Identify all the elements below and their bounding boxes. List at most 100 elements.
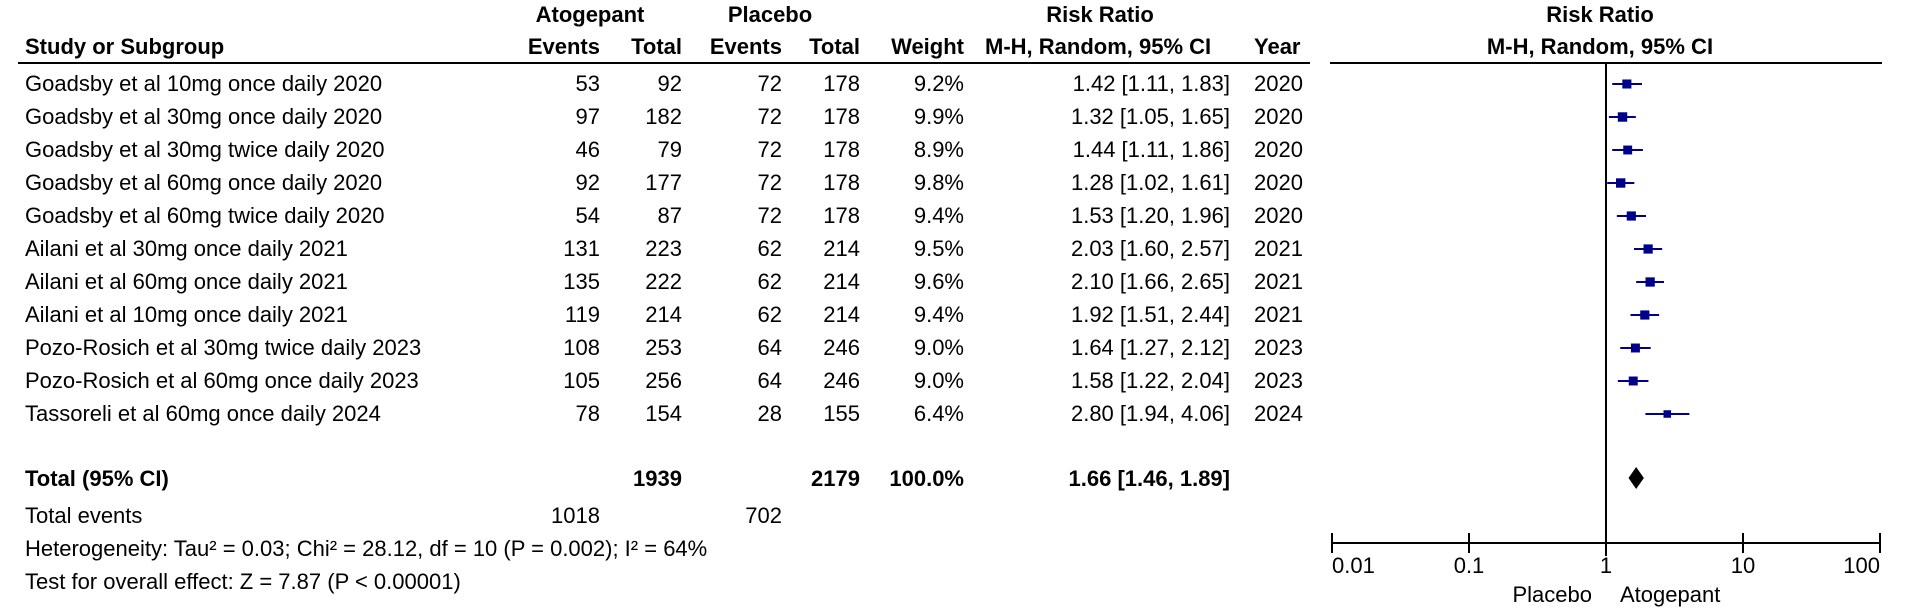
- x-tick-label: 100: [1843, 553, 1880, 578]
- ci-text: 1.28 [1.02, 1.61]: [1070, 170, 1230, 195]
- year: 2021: [1254, 269, 1303, 294]
- group-header-risk-ratio-plot: Risk Ratio: [1546, 2, 1654, 27]
- events-atogepant: 54: [575, 203, 600, 228]
- total-placebo: 178: [823, 71, 860, 96]
- total-atogepant: 154: [645, 401, 682, 426]
- x-tick-label: 0.01: [1332, 553, 1375, 578]
- events-atogepant: 131: [563, 236, 600, 261]
- study-name: Pozo-Rosich et al 60mg once daily 2023: [25, 368, 419, 393]
- year: 2020: [1254, 71, 1303, 96]
- study-name: Tassoreli et al 60mg once daily 2024: [25, 401, 381, 426]
- total-placebo: 155: [823, 401, 860, 426]
- events-placebo: 64: [757, 368, 782, 393]
- ci-text: 1.64 [1.27, 2.12]: [1070, 335, 1230, 360]
- events-atogepant: 46: [575, 137, 600, 162]
- ci-text: 2.10 [1.66, 2.65]: [1070, 269, 1230, 294]
- events-atogepant: 119: [564, 302, 600, 327]
- total-total-placebo: 2179: [811, 466, 860, 491]
- ci-text: 2.80 [1.94, 4.06]: [1070, 401, 1230, 426]
- header-events-placebo: Events: [709, 34, 782, 59]
- favours-placebo-label: Placebo: [1512, 582, 1592, 607]
- total-atogepant: 222: [645, 269, 682, 294]
- events-placebo: 28: [757, 401, 782, 426]
- total-atogepant: 79: [657, 137, 682, 162]
- events-atogepant: 135: [563, 269, 600, 294]
- header-total-atogepant: Total: [631, 34, 682, 59]
- year: 2023: [1254, 335, 1303, 360]
- header-total-placebo: Total: [809, 34, 860, 59]
- overall-effect-text: Test for overall effect: Z = 7.87 (P < 0…: [25, 569, 461, 594]
- events-atogepant: 108: [563, 335, 600, 360]
- group-header-atogepant: Atogepant: [535, 2, 645, 27]
- point-estimate-square: [1628, 376, 1638, 386]
- x-tick-label: 10: [1731, 553, 1755, 578]
- study-name: Goadsby et al 10mg once daily 2020: [25, 71, 383, 96]
- weight: 9.8%: [913, 170, 964, 195]
- weight: 9.0%: [913, 368, 964, 393]
- ci-text: 1.92 [1.51, 2.44]: [1070, 302, 1230, 327]
- year: 2021: [1254, 236, 1303, 261]
- events-atogepant: 78: [575, 401, 600, 426]
- year: 2020: [1254, 203, 1303, 228]
- point-estimate-square: [1643, 244, 1653, 254]
- study-name: Ailani et al 60mg once daily 2021: [25, 269, 348, 294]
- total-events-placebo: 702: [745, 503, 782, 528]
- events-atogepant: 97: [575, 104, 600, 129]
- point-estimate-square: [1617, 112, 1628, 122]
- header-events-atogepant: Events: [527, 34, 600, 59]
- total-atogepant: 177: [645, 170, 682, 195]
- total-atogepant: 87: [657, 203, 682, 228]
- total-atogepant: 92: [657, 71, 682, 96]
- total-label: Total (95% CI): [25, 466, 169, 491]
- total-placebo: 214: [823, 269, 860, 294]
- total-events-label: Total events: [25, 503, 143, 528]
- year: 2020: [1254, 104, 1303, 129]
- ci-text: 2.03 [1.60, 2.57]: [1070, 236, 1230, 261]
- events-atogepant: 105: [563, 368, 600, 393]
- total-placebo: 178: [823, 104, 860, 129]
- ci-text: 1.58 [1.22, 2.04]: [1070, 368, 1230, 393]
- weight: 8.9%: [913, 137, 964, 162]
- weight: 9.6%: [913, 269, 964, 294]
- events-placebo: 62: [757, 302, 782, 327]
- group-header-placebo: Placebo: [727, 2, 813, 27]
- header-method-plot: M-H, Random, 95% CI: [1486, 34, 1714, 59]
- x-tick-label: 1: [1600, 553, 1612, 578]
- study-name: Pozo-Rosich et al 30mg twice daily 2023: [25, 335, 422, 360]
- events-atogepant: 92: [575, 170, 600, 195]
- total-placebo: 214: [823, 302, 860, 327]
- total-placebo: 178: [823, 203, 860, 228]
- year: 2020: [1254, 170, 1303, 195]
- group-header-risk-ratio-table: Risk Ratio: [1046, 2, 1154, 27]
- events-placebo: 72: [757, 137, 782, 162]
- header-study: Study or Subgroup: [25, 34, 225, 59]
- point-estimate-square: [1630, 343, 1640, 353]
- weight: 6.4%: [913, 401, 964, 426]
- weight: 9.2%: [913, 71, 964, 96]
- year: 2023: [1254, 368, 1303, 393]
- weight: 9.4%: [913, 203, 964, 228]
- total-placebo: 178: [823, 137, 860, 162]
- favours-atogepant-label: Atogepant: [1620, 582, 1720, 607]
- year: 2020: [1254, 137, 1303, 162]
- point-estimate-square: [1623, 145, 1633, 155]
- events-placebo: 72: [757, 71, 782, 96]
- header-method-table: M-H, Random, 95% CI: [985, 34, 1212, 59]
- weight: 9.0%: [913, 335, 964, 360]
- point-estimate-square: [1622, 79, 1632, 89]
- total-ci-text: 1.66 [1.46, 1.89]: [1068, 466, 1230, 491]
- total-atogepant: 214: [645, 302, 682, 327]
- events-atogepant: 53: [575, 71, 600, 96]
- events-placebo: 72: [757, 170, 782, 195]
- point-estimate-square: [1626, 211, 1636, 221]
- total-placebo: 246: [823, 368, 860, 393]
- heterogeneity-text: Heterogeneity: Tau² = 0.03; Chi² = 28.12…: [25, 536, 708, 561]
- ci-text: 1.32 [1.05, 1.65]: [1070, 104, 1230, 129]
- header-year: Year: [1254, 34, 1301, 59]
- ci-text: 1.44 [1.11, 1.86]: [1072, 137, 1230, 162]
- study-name: Goadsby et al 30mg twice daily 2020: [25, 137, 385, 162]
- total-placebo: 214: [823, 236, 860, 261]
- study-name: Goadsby et al 30mg once daily 2020: [25, 104, 383, 129]
- point-estimate-square: [1640, 310, 1650, 320]
